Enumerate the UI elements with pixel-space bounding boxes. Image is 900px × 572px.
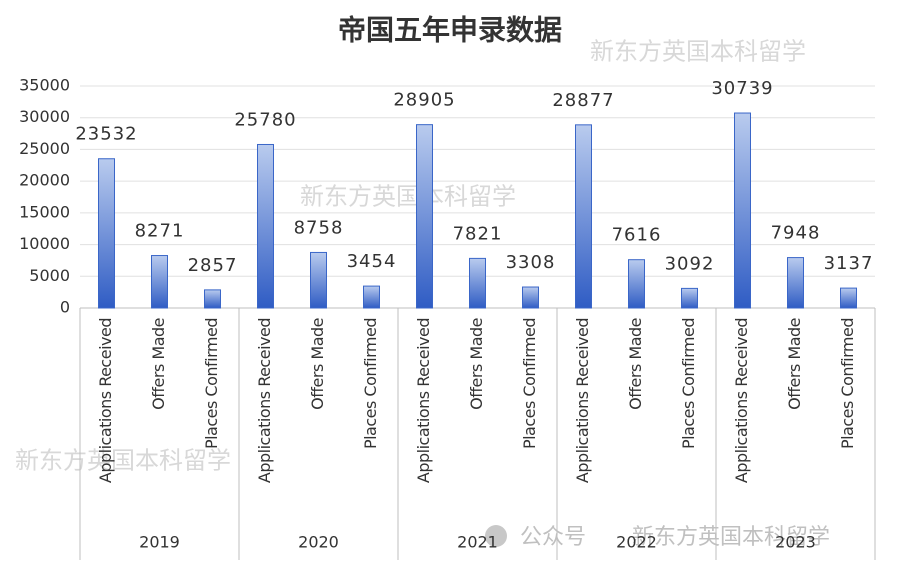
x-tick-label: Offers Made [626,318,645,410]
bar [98,158,115,309]
data-label: 7948 [771,223,821,244]
x-tick-label: Places Confirmed [202,318,221,449]
bar [628,259,645,309]
group-label: 2021 [457,533,498,552]
bar [257,143,274,309]
x-tick-label: Applications Received [255,318,274,483]
bar [151,255,168,309]
x-tick-label: Places Confirmed [361,318,380,449]
data-label: 3092 [665,253,715,274]
bar [522,286,539,309]
y-tick-label: 35000 [19,76,70,95]
watermark: 公众号 [520,525,586,550]
x-tick-label: Places Confirmed [679,318,698,449]
y-tick-label: 30000 [19,107,70,126]
data-label: 23532 [75,124,137,145]
bar [363,285,380,309]
bar [575,124,592,309]
x-tick-label: Applications Received [573,318,592,483]
watermark: 新东方英国本科留学 [590,38,806,66]
data-label: 7821 [453,223,503,244]
bar [416,124,433,309]
watermark: 新东方英国本科留学 [15,447,231,475]
x-tick-label: Applications Received [96,318,115,483]
x-tick-label: Places Confirmed [838,318,857,449]
data-label: 3137 [824,253,874,274]
bar [204,289,221,309]
bar [310,251,327,309]
group-label: 2023 [775,533,816,552]
chart-title: 帝国五年申录数据 [338,14,562,47]
data-label: 8271 [135,221,185,242]
y-tick-label: 25000 [19,139,70,158]
bar [469,257,486,309]
watermark: 新东方英国本科留学 [300,183,516,211]
watermark: 新东方英国本科留学 [632,525,830,550]
data-label: 2857 [188,255,238,276]
x-tick-label: Offers Made [149,318,168,410]
x-tick-label: Offers Made [467,318,486,410]
y-tick-label: 10000 [19,234,70,253]
wechat-icon [485,525,507,547]
group-label: 2022 [616,533,657,552]
x-tick-label: Applications Received [732,318,751,483]
y-tick-label: 0 [60,298,70,317]
group-label: 2020 [298,533,339,552]
y-tick-label: 20000 [19,171,70,190]
bar [734,112,751,309]
data-label: 25780 [234,109,296,130]
data-label: 7616 [612,225,662,246]
group-label: 2019 [139,533,180,552]
data-label: 3308 [506,252,556,273]
x-tick-label: Applications Received [414,318,433,483]
bar [840,287,857,309]
y-tick-label: 15000 [19,202,70,221]
bar [787,257,804,309]
data-label: 3454 [347,251,397,272]
data-label: 30739 [711,78,773,99]
data-label: 8758 [294,217,344,238]
data-label: 28905 [393,90,455,111]
data-label: 28877 [552,90,614,111]
y-tick-label: 5000 [29,266,70,285]
bar [681,287,698,309]
x-tick-label: Offers Made [785,318,804,410]
x-tick-label: Places Confirmed [520,318,539,449]
x-tick-label: Offers Made [308,318,327,410]
